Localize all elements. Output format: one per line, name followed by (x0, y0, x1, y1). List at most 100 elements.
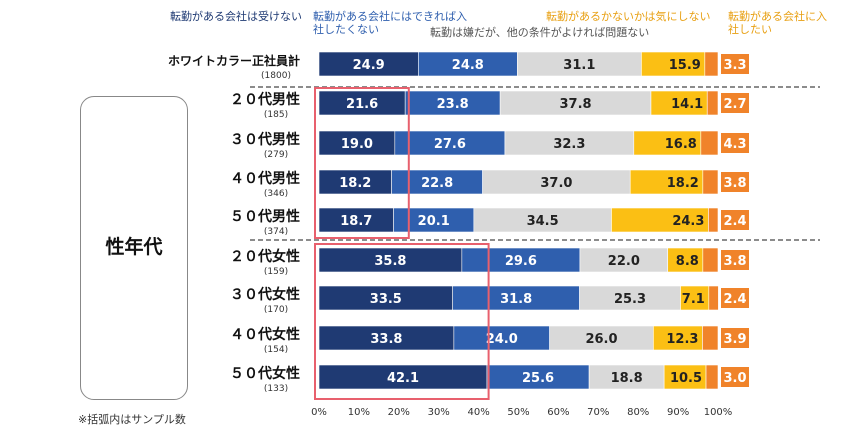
x-tick-label: 10% (348, 407, 370, 418)
category-label: ホワイトカラー正社員計 (168, 53, 300, 68)
end-value-box (721, 54, 749, 74)
category-label: ５０代女性 (230, 365, 300, 382)
data-label: 22.0 (608, 254, 640, 269)
bar-segment (517, 51, 642, 77)
category-label: ２０代女性 (230, 248, 300, 265)
bar-segment (391, 169, 483, 195)
data-label: 35.8 (374, 254, 406, 269)
bar-segment (579, 285, 681, 311)
legend-item-prefer-not: 転勤がある会社にはできれば入社したくない (313, 10, 467, 36)
category-label: ３０代女性 (230, 286, 300, 303)
bar-segment (705, 364, 719, 390)
end-value-box (721, 367, 749, 387)
bar-segment (318, 130, 396, 156)
end-value-box (721, 328, 749, 348)
category-label: ３０代男性 (230, 131, 300, 148)
sample-size-label: (154) (264, 345, 288, 355)
end-value-box (721, 172, 749, 192)
sample-size-label: (346) (264, 189, 288, 199)
data-label: 22.8 (421, 176, 453, 191)
x-tick-label: 50% (507, 407, 529, 418)
sample-size-label: (279) (264, 150, 288, 160)
data-label: 24.0 (486, 332, 518, 347)
bar-segment (708, 285, 719, 311)
legend-item-indifferent: 転勤があるかないかは気にしない (546, 10, 711, 23)
data-label: 42.1 (387, 371, 419, 386)
data-label: 33.8 (370, 332, 402, 347)
bar-segment (704, 51, 719, 77)
sample-size-label: (185) (264, 110, 288, 120)
x-tick-label: 80% (627, 407, 649, 418)
bar-segment (318, 90, 406, 116)
data-label: 32.3 (553, 137, 585, 152)
bar-segment (461, 247, 581, 273)
bar-segment (611, 207, 709, 233)
bar-segment (680, 285, 710, 311)
bar-segment (504, 130, 635, 156)
sample-size-label: (1800) (261, 71, 291, 81)
data-label: 3.8 (723, 176, 746, 191)
data-label: 37.8 (560, 97, 592, 112)
end-value-box (721, 250, 749, 270)
end-value-box (721, 93, 749, 113)
bar-segment (318, 325, 455, 351)
bar-segment (702, 247, 719, 273)
end-value-box (721, 133, 749, 153)
data-label: 18.2 (339, 176, 371, 191)
data-label: 7.1 (682, 292, 705, 307)
data-label: 25.3 (614, 292, 646, 307)
bar-segment (579, 247, 669, 273)
data-label: 21.6 (346, 97, 378, 112)
end-value-box (721, 210, 749, 230)
bar-segment (633, 130, 702, 156)
group-label: 性年代 (105, 236, 163, 258)
bar-segment (667, 247, 704, 273)
footnote: ※括弧内はサンプル数 (78, 413, 186, 426)
data-label: 3.9 (723, 332, 746, 347)
bar-segment (702, 169, 719, 195)
data-label: 18.7 (340, 214, 372, 229)
data-label: 3.3 (723, 58, 746, 73)
sample-size-label: (133) (264, 384, 288, 394)
data-label: 14.1 (671, 97, 703, 112)
data-label: 3.8 (723, 254, 746, 269)
data-label: 15.9 (669, 58, 701, 73)
x-tick-label: 40% (467, 407, 489, 418)
bar-segment (702, 325, 719, 351)
bar-segment (549, 325, 654, 351)
sample-size-label: (374) (264, 227, 288, 237)
data-label: 25.6 (522, 371, 554, 386)
data-label: 2.4 (723, 214, 746, 229)
bar-segment (588, 364, 665, 390)
category-label: ２０代男性 (230, 91, 300, 108)
x-tick-label: 70% (587, 407, 609, 418)
data-label: 33.5 (370, 292, 402, 307)
legend-item-refuse: 転勤がある会社は受けない (170, 10, 302, 23)
bar-segment (318, 169, 392, 195)
sample-size-label: (159) (264, 267, 288, 277)
data-label: 26.0 (585, 332, 617, 347)
data-label: 24.9 (353, 58, 385, 73)
category-label: ４０代男性 (230, 170, 300, 187)
x-tick-label: 90% (667, 407, 689, 418)
data-label: 24.3 (672, 214, 704, 229)
highlight-box (314, 87, 410, 239)
data-label: 18.8 (611, 371, 643, 386)
data-label: 31.8 (500, 292, 532, 307)
x-tick-label: 20% (388, 407, 410, 418)
data-label: 2.4 (723, 292, 746, 307)
bar-segment (708, 207, 719, 233)
x-tick-label: 30% (428, 407, 450, 418)
sample-size-label: (170) (264, 305, 288, 315)
category-label: ４０代女性 (230, 326, 300, 343)
data-label: 2.7 (723, 97, 746, 112)
end-value-box (721, 288, 749, 308)
bar-segment (499, 90, 652, 116)
data-label: 24.8 (452, 58, 484, 73)
bar-segment (452, 285, 580, 311)
bar-segment (641, 51, 706, 77)
data-label: 19.0 (341, 137, 373, 152)
bar-segment (453, 325, 550, 351)
data-label: 4.3 (723, 137, 746, 152)
data-label: 27.6 (434, 137, 466, 152)
